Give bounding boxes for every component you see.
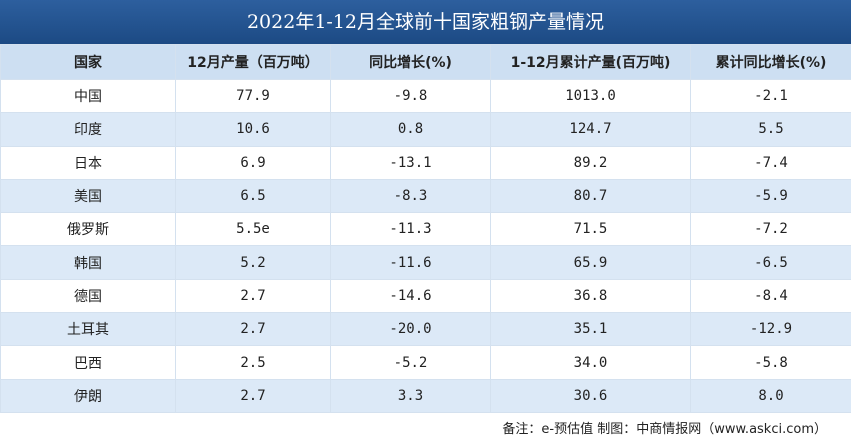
table-cell: -8.3 [330, 178, 491, 214]
table-cell: 3.3 [330, 378, 491, 413]
table-cell: 德国 [0, 278, 176, 314]
table-cell: 36.8 [490, 278, 691, 314]
table-cell: 71.5 [490, 212, 691, 247]
table-row: 伊朗 2.7 3.3 30.6 8.0 [0, 378, 851, 413]
table-cell: -13.1 [330, 145, 491, 180]
table-row: 俄罗斯 5.5e -11.3 71.5 -7.2 [0, 212, 851, 247]
table-body: 中国 77.9 -9.8 1013.0 -2.1 印度 10.6 0.8 124.7 5.5 日本 6… [0, 78, 851, 413]
table-cell: -6.5 [690, 245, 851, 280]
table-cell: 34.0 [490, 345, 691, 380]
table-cell: 35.1 [490, 312, 691, 347]
table-row: 美国 6.5 -8.3 80.7 -5.9 [0, 178, 851, 214]
table-cell: 0.8 [330, 112, 491, 147]
header-cell: 1-12月累计产量(百万吨) [490, 44, 691, 80]
table-cell: -5.8 [690, 345, 851, 380]
table-cell: -5.2 [330, 345, 491, 380]
table-row: 巴西 2.5 -5.2 34.0 -5.8 [0, 345, 851, 380]
table-row: 中国 77.9 -9.8 1013.0 -2.1 [0, 78, 851, 114]
table-row: 日本 6.9 -13.1 89.2 -7.4 [0, 145, 851, 180]
table-row: 土耳其 2.7 -20.0 35.1 -12.9 [0, 312, 851, 347]
table-cell: 5.2 [175, 245, 331, 280]
table-cell: 6.9 [175, 145, 331, 180]
table-cell: -11.6 [330, 245, 491, 280]
table-cell: 89.2 [490, 145, 691, 180]
table-cell: -14.6 [330, 278, 491, 314]
title: 2022年1-12月全球前十国家粗钢产量情况 [0, 0, 851, 44]
table-cell: 80.7 [490, 178, 691, 214]
table-cell: -12.9 [690, 312, 851, 347]
table-cell: 2.7 [175, 378, 331, 413]
table-cell: 2.7 [175, 312, 331, 347]
table-cell: 5.5e [175, 212, 331, 247]
table-cell: -20.0 [330, 312, 491, 347]
table-cell: 伊朗 [0, 378, 176, 413]
table-cell: 6.5 [175, 178, 331, 214]
table-row: 印度 10.6 0.8 124.7 5.5 [0, 112, 851, 147]
table-cell: 中国 [0, 78, 176, 114]
table-cell: 2.7 [175, 278, 331, 314]
table-cell: 土耳其 [0, 312, 176, 347]
table-cell: -9.8 [330, 78, 491, 114]
table-cell: 8.0 [690, 378, 851, 413]
header-cell: 累计同比增长(%) [690, 44, 851, 80]
table-cell: 印度 [0, 112, 176, 147]
table-cell: -5.9 [690, 178, 851, 214]
table-cell: -7.2 [690, 212, 851, 247]
table-cell: -8.4 [690, 278, 851, 314]
table-cell: -2.1 [690, 78, 851, 114]
table-cell: 124.7 [490, 112, 691, 147]
footnote: 备注：e-预估值 制图：中商情报网（www.askci.com） [502, 422, 827, 437]
table-cell: -11.3 [330, 212, 491, 247]
table-cell: 65.9 [490, 245, 691, 280]
table-row: 韩国 5.2 -11.6 65.9 -6.5 [0, 245, 851, 280]
table-cell: 77.9 [175, 78, 331, 114]
table-cell: 5.5 [690, 112, 851, 147]
table-cell: 30.6 [490, 378, 691, 413]
table-cell: 美国 [0, 178, 176, 214]
header-cell: 12月产量（百万吨） [175, 44, 331, 80]
table-cell: -7.4 [690, 145, 851, 180]
header-cell: 同比增长(%) [330, 44, 491, 80]
table-cell: 1013.0 [490, 78, 691, 114]
header-cell: 国家 [0, 44, 176, 80]
table-cell: 巴西 [0, 345, 176, 380]
header-row: 国家 12月产量（百万吨） 同比增长(%) 1-12月累计产量(百万吨) 累计同比增长(… [0, 44, 851, 80]
table-cell: 2.5 [175, 345, 331, 380]
table-cell: 韩国 [0, 245, 176, 280]
table-cell: 10.6 [175, 112, 331, 147]
table: 国家 12月产量（百万吨） 同比增长(%) 1-12月累计产量(百万吨) 累计同比增长(… [0, 44, 851, 413]
table-row: 德国 2.7 -14.6 36.8 -8.4 [0, 278, 851, 314]
table-cell: 俄罗斯 [0, 212, 176, 247]
table-cell: 日本 [0, 145, 176, 180]
